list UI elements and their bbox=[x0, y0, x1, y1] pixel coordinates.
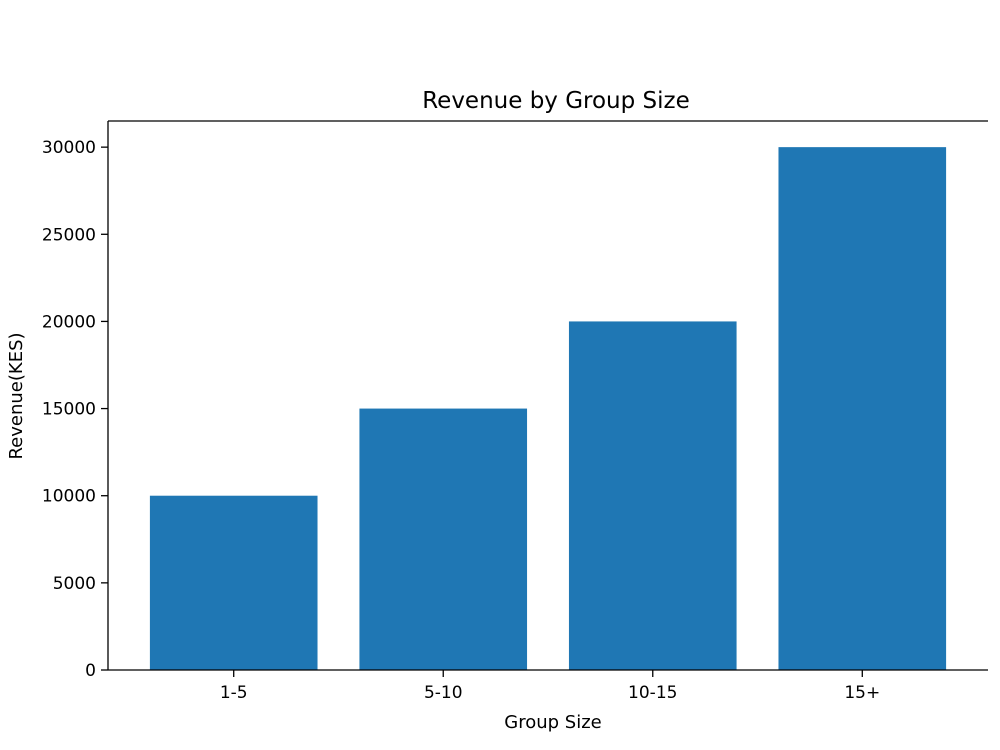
y-axis-ticks: 0 5000 10000 15000 20000 25000 30000 bbox=[42, 138, 108, 681]
axes-frame bbox=[107, 120, 988, 671]
x-axis-label: Group Size bbox=[504, 712, 601, 733]
x-tick-label: 10-15 bbox=[628, 683, 677, 703]
y-axis-label: Revenue(KES) bbox=[6, 332, 27, 459]
x-axis-ticks: 1-5 5-10 10-15 15+ bbox=[220, 670, 880, 703]
y-tick-label: 5000 bbox=[53, 574, 96, 594]
x-tick-label: 1-5 bbox=[220, 683, 248, 703]
bar-15+ bbox=[778, 147, 947, 670]
y-tick-label: 15000 bbox=[42, 400, 96, 420]
y-tick-label: 0 bbox=[85, 661, 96, 681]
y-tick-label: 25000 bbox=[42, 225, 96, 245]
x-tick-label: 15+ bbox=[844, 683, 880, 703]
bars-group bbox=[149, 147, 947, 670]
bar-1-5 bbox=[149, 495, 318, 670]
y-tick-label: 30000 bbox=[42, 138, 96, 158]
bar-5-10 bbox=[359, 408, 528, 670]
x-tick-label: 5-10 bbox=[424, 683, 463, 703]
chart-title: Revenue by Group Size bbox=[422, 88, 690, 114]
y-tick-label: 20000 bbox=[42, 312, 96, 332]
y-tick-label: 10000 bbox=[42, 487, 96, 507]
bar-10-15 bbox=[568, 321, 737, 670]
